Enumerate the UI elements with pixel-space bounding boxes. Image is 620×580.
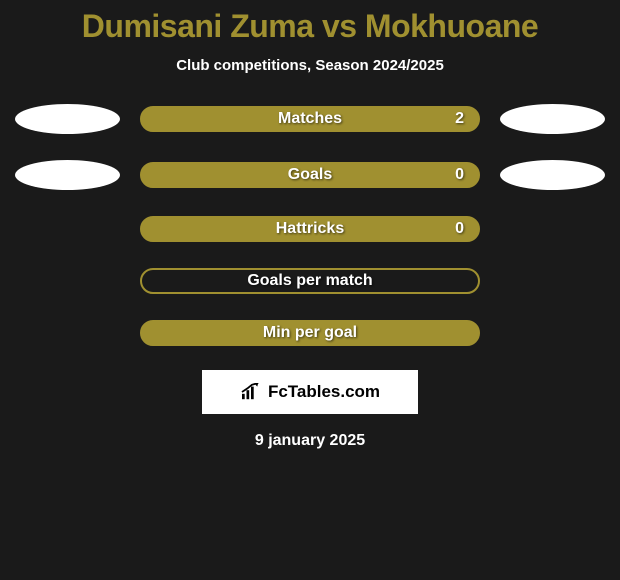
stat-label: Matches (142, 110, 478, 128)
date-label: 9 january 2025 (0, 432, 620, 450)
logo: FcTables.com (240, 382, 380, 402)
player-right-ellipse (500, 104, 605, 134)
stat-label: Goals (142, 166, 478, 184)
stat-value: 0 (455, 220, 464, 238)
player-left-ellipse (15, 104, 120, 134)
subtitle: Club competitions, Season 2024/2025 (0, 57, 620, 74)
stat-row: Hattricks0 (0, 216, 620, 242)
stat-value: 2 (455, 110, 464, 128)
stat-row: Min per goal (0, 320, 620, 346)
stat-value: 0 (455, 166, 464, 184)
chart-icon (240, 383, 262, 401)
player-left-ellipse (15, 160, 120, 190)
logo-box: FcTables.com (202, 370, 418, 414)
stat-rows: Matches2Goals0Hattricks0Goals per matchM… (0, 104, 620, 346)
comparison-infographic: Dumisani Zuma vs Mokhuoane Club competit… (0, 0, 620, 450)
stat-bar: Goals per match (140, 268, 480, 294)
stat-bar: Matches2 (140, 106, 480, 132)
logo-text: FcTables.com (268, 382, 380, 402)
stat-row: Matches2 (0, 104, 620, 134)
stat-bar: Goals0 (140, 162, 480, 188)
stat-label: Goals per match (142, 272, 478, 290)
stat-bar: Min per goal (140, 320, 480, 346)
stat-bar: Hattricks0 (140, 216, 480, 242)
stat-label: Hattricks (142, 220, 478, 238)
stat-row: Goals per match (0, 268, 620, 294)
stat-label: Min per goal (142, 324, 478, 342)
stat-row: Goals0 (0, 160, 620, 190)
page-title: Dumisani Zuma vs Mokhuoane (0, 8, 620, 45)
player-right-ellipse (500, 160, 605, 190)
